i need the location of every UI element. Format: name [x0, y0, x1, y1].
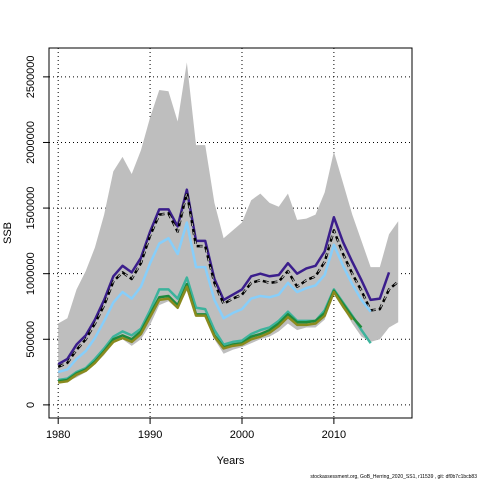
- x-tick-label: 2000: [230, 429, 254, 441]
- series-line-1: [57, 188, 391, 366]
- x-tick-label: 1980: [46, 429, 70, 441]
- y-tick-label: 500000: [25, 321, 37, 358]
- series-line-3: [57, 221, 372, 374]
- confidence-band: [58, 62, 399, 382]
- footer-credit: stockassessment.org, GoB_Herring_2020_SS…: [310, 474, 477, 480]
- plot-frame: [48, 47, 413, 419]
- x-axis-label: Years: [217, 455, 245, 467]
- y-axis: 0 500000 1000000 1500000 2000000 2500000: [25, 55, 49, 408]
- series-lines: [57, 188, 400, 384]
- y-tick-label: 1000000: [25, 252, 37, 295]
- y-tick-label: 2500000: [25, 55, 37, 98]
- y-tick-label: 0: [25, 402, 37, 408]
- confidence-band-area: [58, 62, 399, 382]
- series-line-2-gap: [57, 192, 399, 368]
- x-axis: 1980 1990 2000 2010: [46, 418, 346, 441]
- series-line-6: [58, 285, 354, 384]
- x-tick-label: 2010: [322, 429, 346, 441]
- y-axis-label: SSB: [2, 222, 14, 244]
- y-tick-label: 1500000: [25, 187, 37, 230]
- y-tick-label: 2000000: [25, 121, 37, 164]
- x-tick-label: 1990: [138, 429, 162, 441]
